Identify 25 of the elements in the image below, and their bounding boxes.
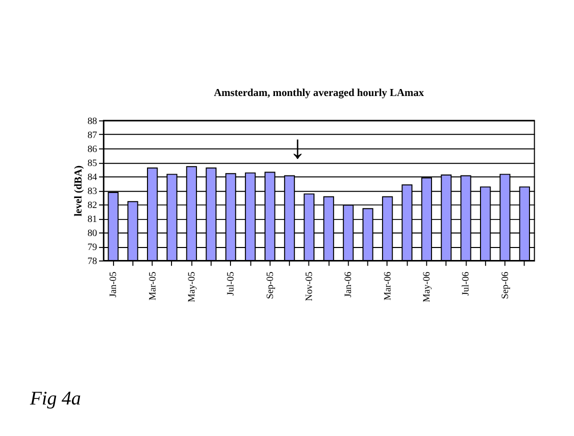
y-tick-label: 78 <box>87 256 98 267</box>
x-tick-label: Sep-06 <box>500 271 511 299</box>
x-tick-label: Nov-05 <box>304 271 315 302</box>
x-tick-label: Mar-05 <box>147 271 158 300</box>
x-tick-label: May-05 <box>186 271 198 302</box>
y-tick-label: 80 <box>87 228 98 239</box>
x-tick-label: Sep-05 <box>264 271 276 299</box>
y-axis-title: level (dBA) <box>74 164 85 216</box>
x-tick-label: Jul-05 <box>226 271 237 296</box>
x-tick-label: Jul-06 <box>460 271 472 296</box>
y-tick-label: 84 <box>87 172 98 183</box>
caption: Fig 4a <box>28 388 81 410</box>
y-tick-label: 81 <box>87 214 98 225</box>
x-tick-label: Jan-06 <box>343 271 354 298</box>
y-tick-label: 82 <box>87 200 98 211</box>
y-tick-label: 85 <box>87 158 98 169</box>
x-tick-label: May-06 <box>422 271 433 302</box>
y-tick-label: 88 <box>87 116 98 127</box>
y-tick-label: 86 <box>87 144 98 155</box>
y-tick-label: 87 <box>87 130 98 141</box>
x-tick-label: Mar-06 <box>382 271 394 300</box>
y-tick-label: 83 <box>87 186 98 197</box>
chart-title: Amsterdam, monthly averaged hourly LAmax <box>214 88 425 100</box>
x-tick-label: Jan-05 <box>108 271 120 298</box>
y-tick-label: 79 <box>87 242 98 253</box>
